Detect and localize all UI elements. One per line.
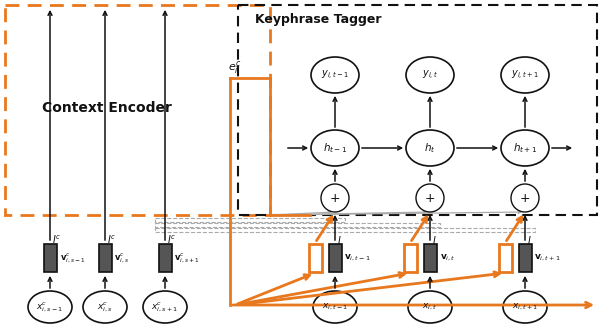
Text: $h_{t-1}$: $h_{t-1}$	[323, 141, 347, 155]
Ellipse shape	[406, 130, 454, 166]
Text: $x^c_{i,s-1}$: $x^c_{i,s-1}$	[37, 300, 64, 314]
Ellipse shape	[311, 130, 359, 166]
Text: $h_{t+1}$: $h_{t+1}$	[513, 141, 537, 155]
Text: +: +	[520, 191, 530, 205]
Ellipse shape	[313, 291, 357, 323]
Bar	[5, 5, 270, 215]
Bar	[155, 228, 535, 232]
Bar	[519, 244, 531, 272]
Text: $I$: $I$	[432, 234, 436, 246]
Ellipse shape	[501, 130, 549, 166]
Text: $x^c_{i,s}$: $x^c_{i,s}$	[97, 300, 113, 314]
Text: $\mathbf{v}^c_{i,s-1}$: $\mathbf{v}^c_{i,s-1}$	[59, 251, 85, 265]
Text: $h_t$: $h_t$	[424, 141, 436, 155]
Text: +: +	[330, 191, 340, 205]
Ellipse shape	[408, 291, 452, 323]
Bar	[43, 244, 56, 272]
Text: +: +	[425, 191, 435, 205]
Text: $x_{i,t-1}$: $x_{i,t-1}$	[322, 302, 348, 312]
Bar	[308, 244, 322, 272]
Text: $\mathbf{v}_{i,t+1}$: $\mathbf{v}_{i,t+1}$	[534, 253, 561, 263]
Ellipse shape	[511, 184, 539, 212]
Ellipse shape	[501, 57, 549, 93]
Bar	[424, 244, 436, 272]
Text: $I^c$: $I^c$	[52, 234, 61, 246]
Bar	[155, 223, 440, 227]
Ellipse shape	[28, 291, 72, 323]
Text: $y_{i,t-1}$: $y_{i,t-1}$	[321, 68, 349, 82]
Text: Context Encoder: Context Encoder	[42, 101, 172, 115]
Bar	[498, 244, 511, 272]
Bar	[403, 244, 416, 272]
Text: $x^c_{i,s+1}$: $x^c_{i,s+1}$	[151, 300, 178, 314]
Ellipse shape	[406, 57, 454, 93]
Text: $\mathbf{v}^c_{i,s}$: $\mathbf{v}^c_{i,s}$	[115, 251, 130, 265]
Text: $y_{i,t}$: $y_{i,t}$	[422, 68, 438, 82]
Bar	[238, 5, 597, 215]
Text: $e^c_i$: $e^c_i$	[228, 59, 242, 77]
Text: Keyphrase Tagger: Keyphrase Tagger	[255, 14, 382, 26]
Ellipse shape	[321, 184, 349, 212]
Text: $x_{i,t+1}$: $x_{i,t+1}$	[512, 302, 538, 312]
Ellipse shape	[416, 184, 444, 212]
Ellipse shape	[83, 291, 127, 323]
Text: $x_{i,t}$: $x_{i,t}$	[423, 302, 438, 312]
Text: $\mathbf{v}^c_{i,s+1}$: $\mathbf{v}^c_{i,s+1}$	[174, 251, 200, 265]
Ellipse shape	[311, 57, 359, 93]
Bar	[155, 218, 345, 222]
Text: $I^c$: $I^c$	[167, 234, 176, 246]
Text: $\mathbf{v}_{i,t-1}$: $\mathbf{v}_{i,t-1}$	[344, 253, 371, 263]
Text: $I$: $I$	[337, 234, 341, 246]
Bar	[329, 244, 341, 272]
Text: $I^c$: $I^c$	[107, 234, 116, 246]
Bar	[99, 244, 112, 272]
Text: $I$: $I$	[527, 234, 532, 246]
Ellipse shape	[143, 291, 187, 323]
Ellipse shape	[503, 291, 547, 323]
Text: $\mathbf{v}_{i,t}$: $\mathbf{v}_{i,t}$	[439, 253, 455, 263]
Bar	[159, 244, 171, 272]
Text: $y_{i,t+1}$: $y_{i,t+1}$	[511, 68, 539, 82]
